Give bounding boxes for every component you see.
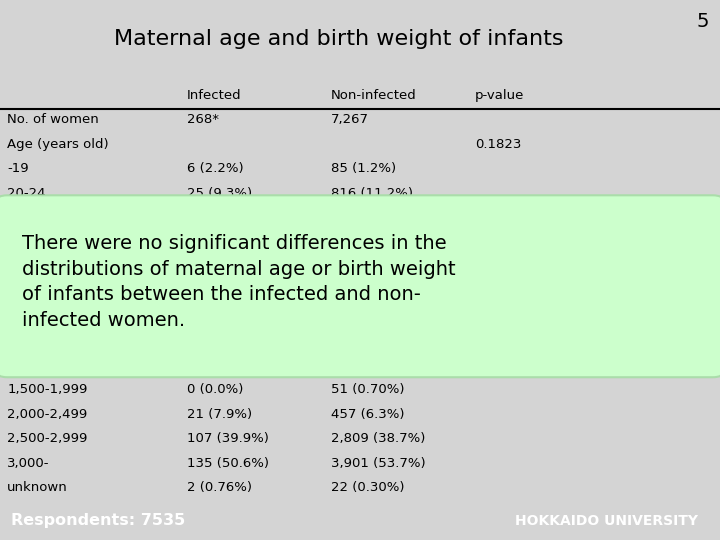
Text: unknown: unknown bbox=[7, 482, 68, 495]
Text: 2,000-2,499: 2,000-2,499 bbox=[7, 408, 87, 421]
FancyBboxPatch shape bbox=[0, 195, 720, 377]
Text: p-value: p-value bbox=[475, 89, 525, 102]
Text: 3,000-: 3,000- bbox=[7, 457, 50, 470]
Text: 76 (1.0%): 76 (1.0%) bbox=[331, 359, 396, 372]
Text: 0.5921: 0.5921 bbox=[475, 334, 521, 347]
Text: 25-29: 25-29 bbox=[7, 211, 46, 225]
Text: 22 (0.30%): 22 (0.30%) bbox=[331, 482, 405, 495]
Text: 40-: 40- bbox=[7, 285, 29, 298]
Text: -19: -19 bbox=[7, 163, 29, 176]
Text: 107 (39.9%): 107 (39.9%) bbox=[187, 433, 269, 446]
Text: 3 (1.1%): 3 (1.1%) bbox=[187, 359, 244, 372]
Text: 5: 5 bbox=[697, 12, 709, 31]
Text: Maternal age and birth weight of infants: Maternal age and birth weight of infants bbox=[114, 29, 563, 49]
Text: 25 (9.3%): 25 (9.3%) bbox=[187, 187, 252, 200]
Text: 2 (0.76%): 2 (0.76%) bbox=[187, 482, 252, 495]
Text: 7,267: 7,267 bbox=[331, 113, 369, 126]
Text: 457 (6.3%): 457 (6.3%) bbox=[331, 408, 405, 421]
Text: 72 (26.9%): 72 (26.9%) bbox=[187, 211, 261, 225]
Text: 51 (0.70%): 51 (0.70%) bbox=[331, 383, 405, 396]
Text: unknown: unknown bbox=[7, 309, 68, 322]
Text: Infected: Infected bbox=[187, 89, 242, 102]
Text: HOKKAIDO UNIVERSITY: HOKKAIDO UNIVERSITY bbox=[516, 514, 698, 528]
Text: 3,901 (53.7%): 3,901 (53.7%) bbox=[331, 457, 426, 470]
Text: 35-39: 35-39 bbox=[7, 260, 46, 273]
Text: 6 (2.2%): 6 (2.2%) bbox=[187, 163, 244, 176]
Text: 2,423 (33.4%): 2,423 (33.4%) bbox=[331, 236, 426, 249]
Text: -1,499: -1,499 bbox=[7, 359, 50, 372]
Text: 85 (1.2%): 85 (1.2%) bbox=[331, 163, 396, 176]
Text: 20-24: 20-24 bbox=[7, 187, 45, 200]
Text: 0 (0.0%): 0 (0.0%) bbox=[187, 383, 243, 396]
Text: 5 (1.9%): 5 (1.9%) bbox=[187, 309, 244, 322]
Text: 21 (7.9%): 21 (7.9%) bbox=[187, 408, 252, 421]
Text: Respondents: 7535: Respondents: 7535 bbox=[11, 513, 185, 528]
Text: 2,055 (28.3%): 2,055 (28.3%) bbox=[331, 211, 426, 225]
Text: Age (years old): Age (years old) bbox=[7, 138, 109, 151]
Text: 0.1823: 0.1823 bbox=[475, 138, 521, 151]
Text: 91 (34.0%): 91 (34.0%) bbox=[187, 236, 261, 249]
Text: 268*: 268* bbox=[187, 113, 219, 126]
Text: 55 (20.5%): 55 (20.5%) bbox=[187, 260, 261, 273]
Text: 30-34: 30-34 bbox=[7, 236, 45, 249]
Text: No. of women: No. of women bbox=[7, 113, 99, 126]
Text: 1,451 (20.0%): 1,451 (20.0%) bbox=[331, 260, 426, 273]
Text: Birth weight (g): Birth weight (g) bbox=[7, 334, 112, 347]
Text: 2,809 (38.7%): 2,809 (38.7%) bbox=[331, 433, 426, 446]
Text: There were no significant differences in the
distributions of maternal age or bi: There were no significant differences in… bbox=[22, 234, 455, 330]
Text: 393 (5.4%): 393 (5.4%) bbox=[331, 285, 405, 298]
Text: 2,500-2,999: 2,500-2,999 bbox=[7, 433, 88, 446]
Text: 135 (50.6%): 135 (50.6%) bbox=[187, 457, 269, 470]
Text: Non-infected: Non-infected bbox=[331, 89, 417, 102]
Text: 816 (11.2%): 816 (11.2%) bbox=[331, 187, 413, 200]
Text: 44 (0.61%): 44 (0.61%) bbox=[331, 309, 405, 322]
Text: 14 (5.2%): 14 (5.2%) bbox=[187, 285, 252, 298]
Text: 1,500-1,999: 1,500-1,999 bbox=[7, 383, 88, 396]
